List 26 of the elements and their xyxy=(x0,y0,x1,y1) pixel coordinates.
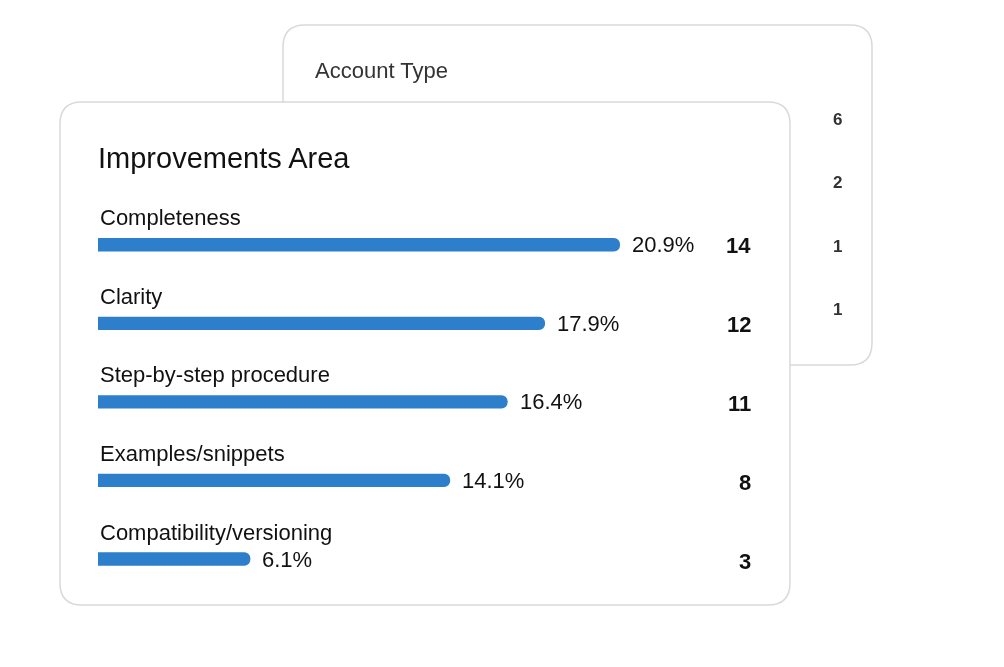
text: 8 xyxy=(739,470,752,495)
data-label: 14.1% xyxy=(462,468,525,493)
text: 3 xyxy=(739,549,752,574)
bar xyxy=(98,238,620,252)
text: 1 xyxy=(833,300,843,319)
y-tick-label: Clarity xyxy=(100,284,163,309)
bar xyxy=(98,552,251,566)
bar xyxy=(98,473,451,488)
data-label: 20.9% xyxy=(632,232,695,257)
y-tick-label: Compatibility/versioning xyxy=(100,520,333,545)
text: 1 xyxy=(833,237,843,256)
data-label: 6.1% xyxy=(262,547,313,572)
data-label: 16.4% xyxy=(520,389,583,414)
text: 14 xyxy=(726,233,752,258)
y-tick-label: Step-by-step procedure xyxy=(100,362,330,387)
text: 6 xyxy=(833,110,843,129)
chart-title: Improvements Area xyxy=(98,142,351,175)
text: 11 xyxy=(728,391,752,416)
text: 12 xyxy=(727,312,752,337)
text: Account Type xyxy=(315,58,448,83)
data-label: 17.9% xyxy=(557,311,620,336)
y-tick-label: Examples/snippets xyxy=(100,441,285,466)
bar xyxy=(98,395,508,409)
y-tick-label: Completeness xyxy=(100,205,241,230)
text: 2 xyxy=(833,173,843,192)
bar xyxy=(98,316,546,331)
